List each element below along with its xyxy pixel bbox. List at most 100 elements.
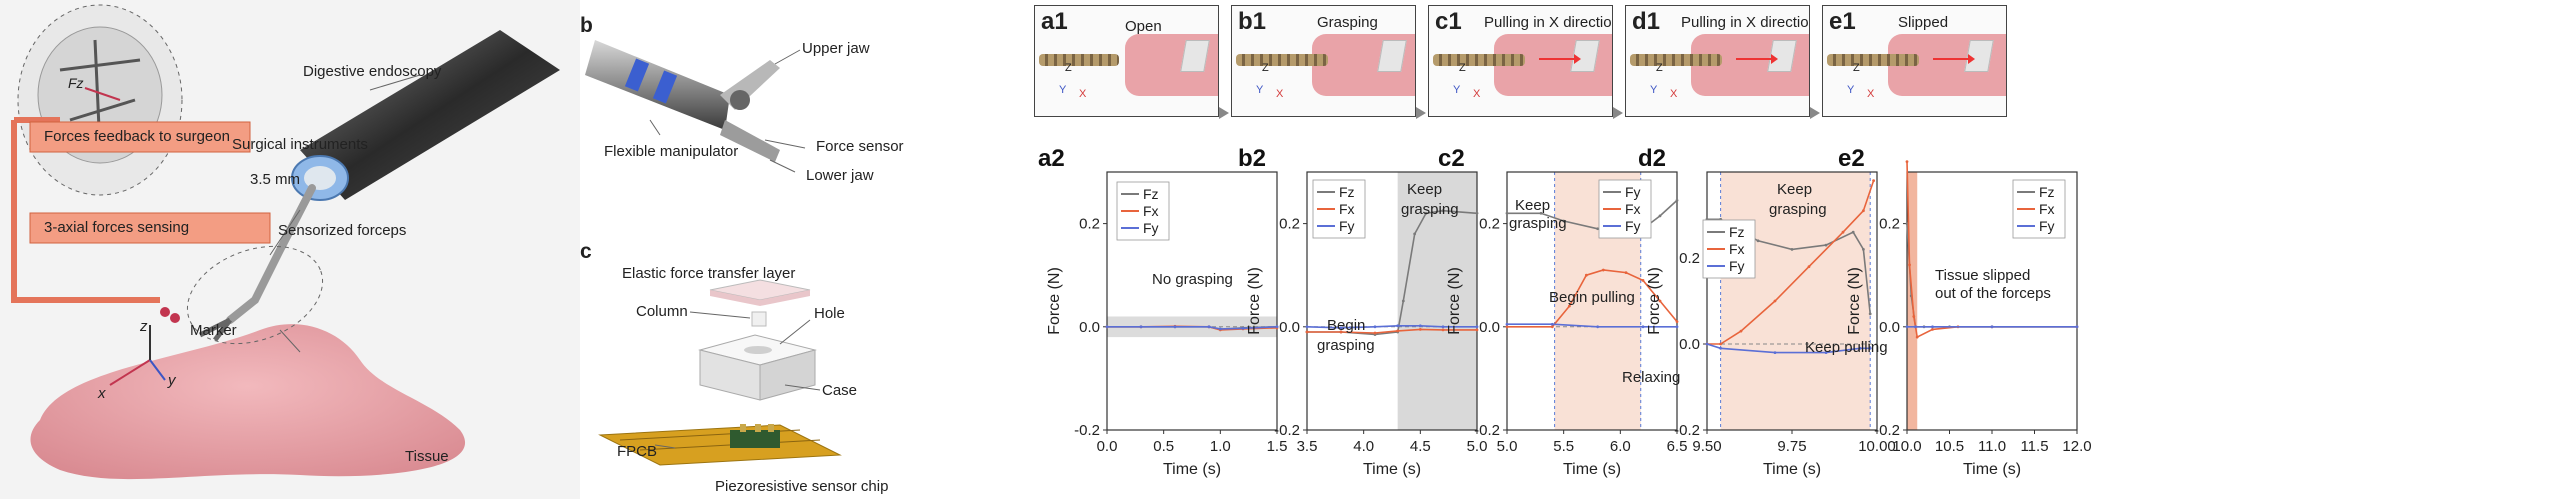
manipulator-body [585, 40, 730, 130]
chart-point-fy-a2 [1275, 325, 1279, 329]
chart-point-fz-d2 [1824, 243, 1828, 247]
chart-point-fy-d2 [1858, 346, 1862, 350]
chart-point-fz-c2 [1539, 211, 1543, 215]
frame-instrument [1236, 54, 1328, 66]
chart-legend-label-a2: Fx [1143, 203, 1159, 219]
leader-case [784, 384, 821, 391]
chip-pin-2 [755, 424, 761, 432]
chart-legend-label-c2: Fy [1625, 218, 1641, 234]
chart-annotation-b2: grasping [1317, 337, 1375, 354]
frame-instrument [1039, 54, 1119, 66]
chart-annotation-d2: Keep [1777, 181, 1812, 198]
chart-point-fx-b2 [1418, 327, 1422, 331]
chart-point-fx-c2 [1675, 320, 1679, 324]
endoscope-tube [300, 30, 560, 200]
chart-point-fy-a2 [1241, 326, 1245, 330]
fz-arrow [84, 87, 121, 101]
marker-dot-2 [170, 313, 180, 323]
chart-xtick-label-b2: 3.5 [1297, 438, 1318, 455]
chart-legend-label-d2: Fy [1729, 258, 1745, 274]
chart-xtick-label-a2: 1.0 [1210, 438, 1231, 455]
chart-ytick-label-c2: -0.2 [1474, 422, 1500, 439]
chart-xtick-label-a2: 0.5 [1153, 438, 1174, 455]
sensor-chip [730, 430, 780, 448]
chart-point-fy-d2 [1773, 351, 1777, 354]
frame-axis-y: Y [1453, 84, 1461, 96]
chart-point-fz-b2 [1475, 211, 1479, 215]
axis-x-line [109, 359, 151, 386]
chart-xlabel-c2: Time (s) [1563, 461, 1621, 478]
chart-annotation-c2: Begin pulling [1549, 289, 1635, 306]
label-hole: Hole [814, 305, 845, 322]
chart-annotation-c2: grasping [1509, 215, 1567, 232]
chart-point-fy-e2 [1914, 325, 1917, 329]
forceps-jaws [198, 317, 232, 342]
frame-axis-y: Y [1847, 84, 1855, 96]
chart-point-fy-d2 [1719, 346, 1722, 350]
chart-ytick-label-b2: -0.2 [1274, 422, 1300, 439]
chart-shade-b2 [1397, 172, 1477, 430]
chart-point-fx-c2 [1658, 299, 1662, 303]
chart-point-fz-b2 [1413, 232, 1417, 236]
frame-title-b1: b1 [1238, 8, 1267, 35]
chart-legend-label-b2: Fz [1339, 184, 1355, 200]
chart-point-fy-d2 [1705, 342, 1709, 346]
chart-legend-label-b2: Fy [1339, 218, 1355, 234]
chart-point-fy-a2 [1173, 325, 1177, 329]
label-surgical-instruments: Surgical instruments [232, 136, 368, 153]
chart-legend-label-d2: Fz [1729, 224, 1745, 240]
panel-b-illustration [585, 40, 806, 173]
chart-point-fy-b2 [1475, 325, 1479, 329]
chart-point-fz-d2 [1862, 248, 1865, 251]
frame-axis-x: X [1079, 88, 1087, 100]
chart-point-fy-c2 [1596, 325, 1600, 329]
instrument-shaft [226, 184, 316, 324]
label-sensorized-forceps: Sensorized forceps [278, 222, 407, 239]
chart-point-fy-e2 [1905, 325, 1909, 329]
chart-annotation-a2: No grasping [1152, 271, 1233, 288]
chart-xtick-label-e2: 11.0 [1978, 438, 2006, 455]
manipulator-band-1 [624, 58, 650, 92]
chart-point-fx-c2 [1624, 271, 1628, 275]
chart-point-fz-b2 [1401, 299, 1405, 303]
chart-annotation-b2: Begin [1327, 317, 1365, 334]
frame-axis-x: X [1670, 88, 1678, 100]
label-marker: Marker [190, 322, 237, 339]
chart-point-fx-c2 [1584, 273, 1588, 277]
chart-legend-label-c2: Fx [1625, 201, 1641, 217]
chart-legend-label-e2: Fx [2039, 201, 2055, 217]
label-axis-x: x [98, 385, 106, 402]
chart-series-fx-d2 [1707, 180, 1875, 345]
leader-forceps [279, 329, 301, 353]
chart-xlabel-b2: Time (s) [1363, 461, 1421, 478]
chart-point-fz-b2 [1441, 209, 1445, 213]
chart-point-fy-b2 [1339, 326, 1343, 330]
chart-frame-c2 [1506, 171, 1678, 431]
chart-ytick-label-a2: -0.2 [1074, 422, 1100, 439]
chart-xtick-label-e2: 11.5 [2020, 438, 2048, 455]
sequence-connector [1219, 107, 1229, 119]
chart-annotation-c2: Keep [1515, 197, 1550, 214]
panel-b-label: b [580, 14, 593, 37]
chart-legend-label-d2: Fx [1729, 241, 1745, 257]
chart-point-fy-e2 [1990, 325, 1994, 329]
chart-shade-d2 [1720, 172, 1871, 430]
chart-point-fx-c2 [1505, 325, 1509, 329]
frame-caption-c1: Pulling in X direction [1484, 14, 1613, 31]
chart-point-fx-d2 [1872, 179, 1875, 183]
frame-caption-d1: Pulling in X direction [1681, 14, 1810, 31]
chart-point-fx-b2 [1339, 330, 1343, 334]
label-dimension: 3.5 mm [250, 171, 301, 188]
frame-axis-x: X [1276, 88, 1284, 100]
label-tissue: Tissue [405, 448, 449, 465]
lower-jaw-shape [720, 120, 780, 162]
panel-c-illustration [598, 279, 842, 466]
frame-axis-z: Z [1459, 62, 1466, 74]
